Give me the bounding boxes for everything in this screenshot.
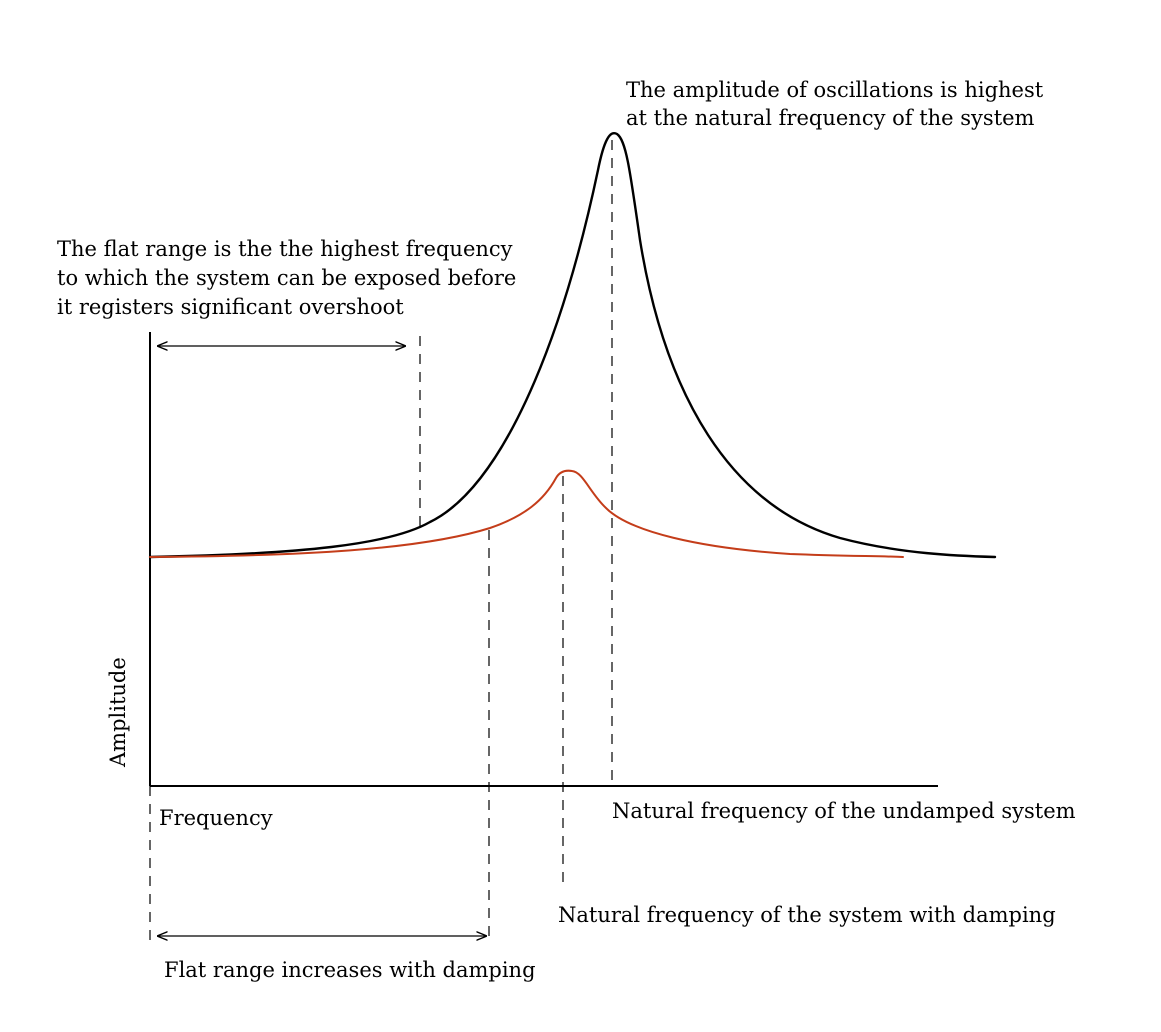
flat-range-annotation-line-1: The flat range is the the highest freque… [57,237,513,261]
peak-annotation-line-1: The amplitude of oscillations is highest [626,78,1044,102]
flat-range-annotation-line-2: to which the system can be exposed befor… [57,266,516,290]
x-axis-label: Frequency [159,806,273,830]
undamped-response-curve [148,131,997,559]
undamped-natural-frequency-label: Natural frequency of the undamped system [612,799,1076,823]
peak-annotation-line-2: at the natural frequency of the system [626,106,1035,130]
flat-range-increase-label: Flat range increases with damping [164,958,536,982]
y-axis-label: Amplitude [106,657,130,768]
damped-natural-frequency-label: Natural frequency of the system with dam… [558,903,1056,927]
damped-response-curve [149,469,904,558]
flat-range-annotation-line-3: it registers significant overshoot [57,295,404,319]
